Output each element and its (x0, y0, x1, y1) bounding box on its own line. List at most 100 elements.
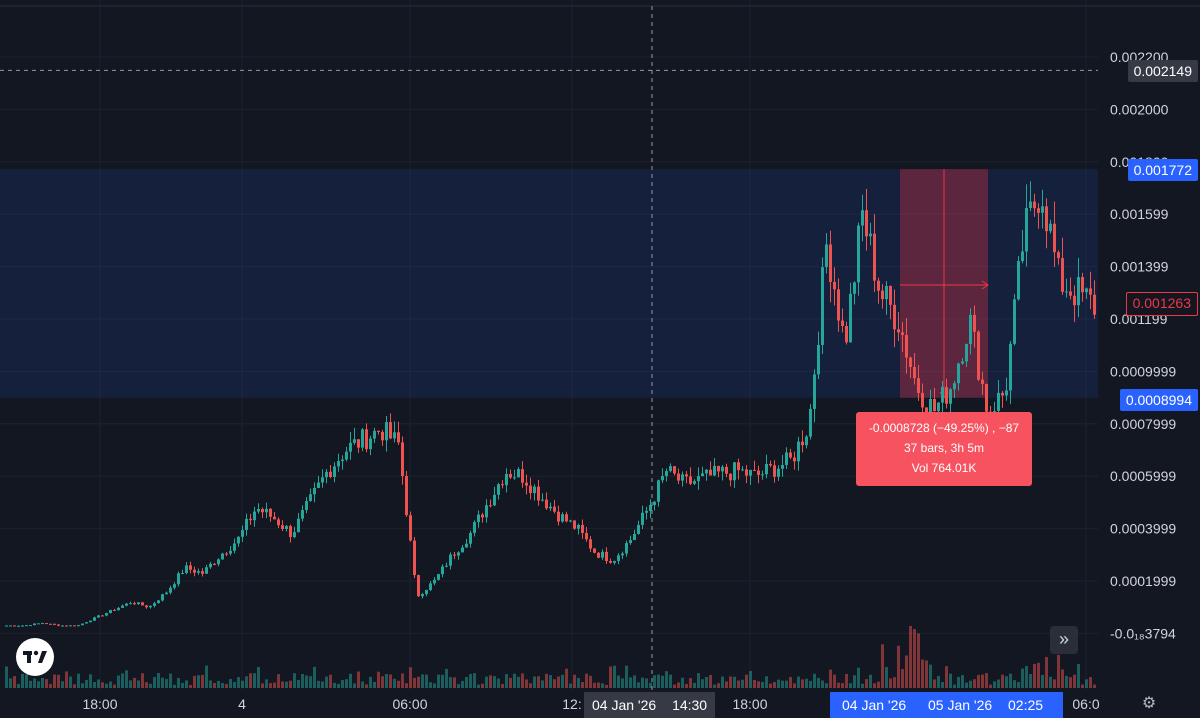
volume-bar (521, 673, 524, 688)
price-tick-label: 0.0009999 (1110, 363, 1176, 379)
volume-bar (1037, 662, 1040, 688)
volume-bar (793, 683, 796, 688)
candle-body (801, 441, 804, 446)
volume-bar (61, 681, 64, 688)
candle-body (1021, 251, 1024, 262)
candle-body (829, 244, 832, 282)
volume-bar (1025, 665, 1028, 688)
candle-body (681, 474, 684, 481)
volume-bar (617, 675, 620, 688)
volume-bar (745, 674, 748, 688)
tradingview-logo[interactable] (16, 638, 54, 676)
volume-bar (245, 676, 248, 688)
candle-body (97, 615, 100, 618)
volume-bar (1065, 675, 1068, 688)
volume-bar (553, 679, 556, 688)
volume-bar (1021, 668, 1024, 688)
volume-bar (305, 675, 308, 688)
volume-bar (901, 668, 904, 688)
candle-body (253, 511, 256, 521)
candle-body (825, 244, 828, 268)
volume-bar (49, 683, 52, 688)
candle-body (509, 473, 512, 478)
volume-bar (45, 679, 48, 688)
volume-bar (1005, 676, 1008, 688)
volume-bar (649, 682, 652, 688)
candle-body (657, 480, 660, 502)
volume-bar (965, 682, 968, 688)
price-axis-labels: 0.0022000.0020000.0018000.0015990.001399… (1110, 49, 1176, 641)
volume-bar (377, 671, 380, 688)
candle-body (705, 469, 708, 474)
volume-bar (217, 680, 220, 688)
volume-bar (441, 674, 444, 688)
volume-bar (153, 677, 156, 688)
volume-bar (205, 665, 208, 688)
volume-bar (181, 682, 184, 688)
volume-bar (233, 682, 236, 688)
volume-bar (221, 683, 224, 688)
candle-body (869, 233, 872, 237)
volume-bar (33, 678, 36, 688)
candle-body (69, 625, 72, 627)
candle-body (1037, 208, 1040, 213)
volume-bar (673, 684, 676, 688)
volume-bar (157, 673, 160, 688)
candle-body (65, 625, 68, 627)
candle-body (981, 379, 984, 384)
candle-body (81, 623, 84, 626)
candle-body (149, 605, 152, 608)
volume-bar (677, 682, 680, 688)
volume-bar (461, 680, 464, 688)
candle-body (21, 625, 24, 627)
candle-body (633, 533, 636, 541)
volume-bar (257, 667, 260, 688)
candle-body (1049, 223, 1052, 232)
volume-bar (473, 673, 476, 688)
candle-body (937, 402, 940, 412)
scroll-to-realtime-button[interactable]: » (1050, 626, 1078, 654)
volume-bar (145, 682, 148, 688)
volume-bar (269, 683, 272, 688)
volume-bar (893, 677, 896, 688)
double-chevron-right-icon: » (1058, 629, 1069, 649)
range-end-date: 05 Jan '26 (928, 697, 993, 713)
candle-body (725, 466, 728, 474)
candle-body (373, 430, 376, 439)
chart-settings-button[interactable]: ⚙ (1139, 694, 1159, 714)
candle-body (177, 573, 180, 585)
volume-bar (957, 676, 960, 688)
candle-body (813, 374, 816, 409)
price-tick-label: 0.0007999 (1110, 416, 1176, 432)
candle-body (389, 422, 392, 439)
candle-body (949, 389, 952, 404)
volume-bar (325, 676, 328, 688)
candle-body (265, 508, 268, 513)
volume-bar (657, 674, 660, 688)
volume-bar (1013, 680, 1016, 688)
volume-bar (1081, 684, 1084, 688)
candle-body (1057, 252, 1060, 259)
volume-bar (997, 679, 1000, 688)
volume-bar (1041, 674, 1044, 688)
candle-body (817, 344, 820, 375)
candle-body (1029, 201, 1032, 208)
candle-body (365, 429, 368, 450)
time-tick-label: 18:00 (82, 696, 117, 712)
candle-body (237, 536, 240, 544)
candle-body (805, 436, 808, 446)
volume-bar (1085, 679, 1088, 688)
volume-bar (733, 676, 736, 688)
candle-body (621, 553, 624, 556)
candle-body (9, 625, 12, 627)
candle-body (41, 623, 44, 625)
range-end-time: 02:25 (1008, 697, 1044, 713)
volume-bar (765, 676, 768, 688)
candle-body (17, 625, 20, 627)
candle-body (777, 468, 780, 477)
volume-bar (529, 683, 532, 688)
candle-body (37, 623, 40, 625)
candle-body (129, 603, 132, 605)
volume-bar (133, 677, 136, 688)
